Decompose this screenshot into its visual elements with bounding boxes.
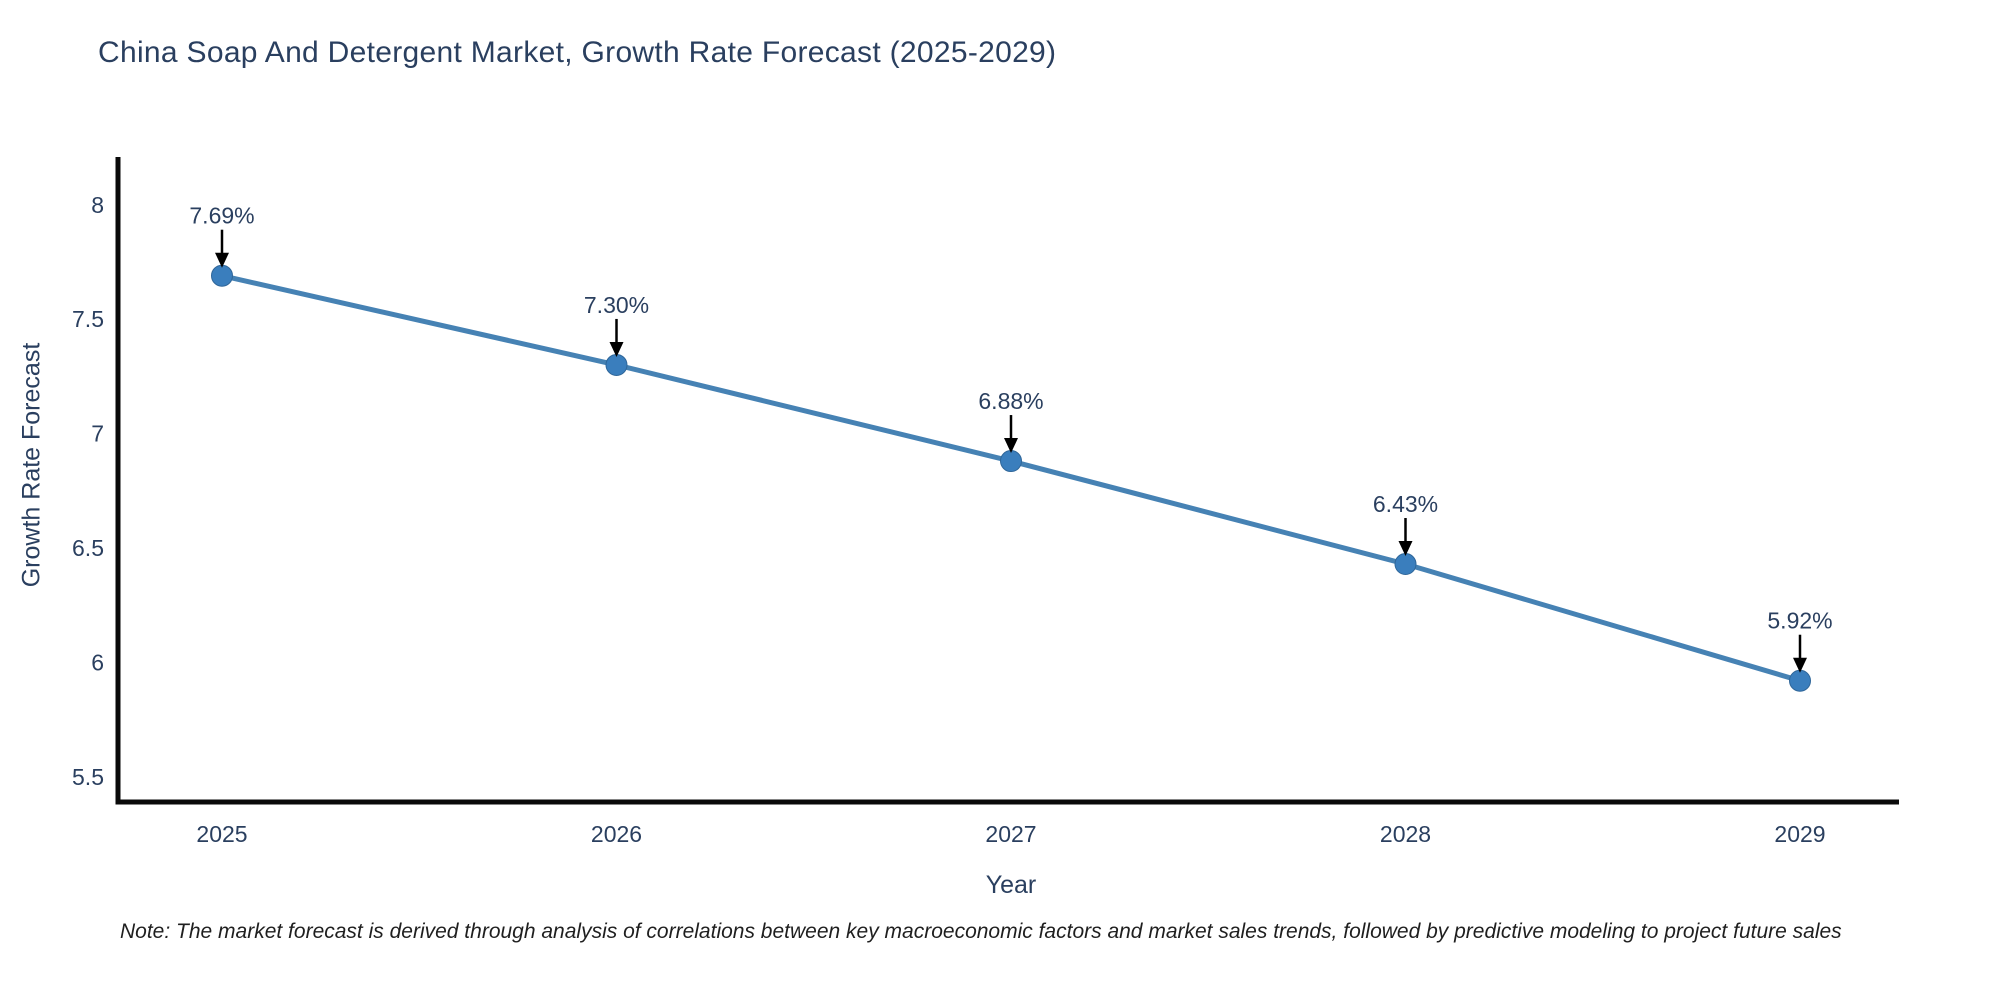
- forecast-trend-line: [219, 273, 1803, 684]
- data-point-marker: [1394, 553, 1417, 576]
- x-tick-label: 2027: [985, 821, 1036, 847]
- y-tick-label: 7: [91, 421, 104, 447]
- annotation-arrow-head: [609, 341, 624, 357]
- y-axis-title: Growth Rate Forecast: [17, 342, 46, 588]
- annotation-arrow-head: [1793, 657, 1807, 673]
- data-point-value-label: 7.30%: [584, 292, 649, 318]
- y-tick-label: 5.5: [72, 764, 104, 790]
- data-point-value-label: 6.43%: [1373, 491, 1438, 517]
- annotation-arrow-head: [1004, 438, 1018, 454]
- data-point-value-label: 6.88%: [978, 388, 1043, 414]
- data-point-marker: [1000, 450, 1022, 473]
- x-tick-label: 2026: [591, 821, 642, 847]
- chart-title: China Soap And Detergent Market, Growth …: [98, 36, 1057, 69]
- y-tick-label: 7.5: [72, 306, 104, 332]
- data-point-marker: [211, 264, 233, 287]
- data-point-value-label: 5.92%: [1767, 608, 1832, 634]
- annotation-arrow-head: [215, 252, 229, 268]
- x-tick-label: 2029: [1774, 821, 1825, 847]
- y-tick-label: 6.5: [72, 535, 104, 561]
- annotation-arrow-head: [1398, 541, 1413, 557]
- x-axis-title: Year: [985, 871, 1037, 899]
- x-tick-label: 2025: [196, 821, 247, 847]
- data-point-value-label: 7.69%: [189, 203, 254, 229]
- y-tick-label: 8: [91, 192, 104, 218]
- y-tick-label: 6: [91, 649, 104, 675]
- data-point-marker: [1789, 669, 1811, 692]
- x-tick-label: 2028: [1380, 821, 1431, 847]
- chart-footnote: Note: The market forecast is derived thr…: [120, 920, 1842, 943]
- data-point-marker: [605, 353, 628, 376]
